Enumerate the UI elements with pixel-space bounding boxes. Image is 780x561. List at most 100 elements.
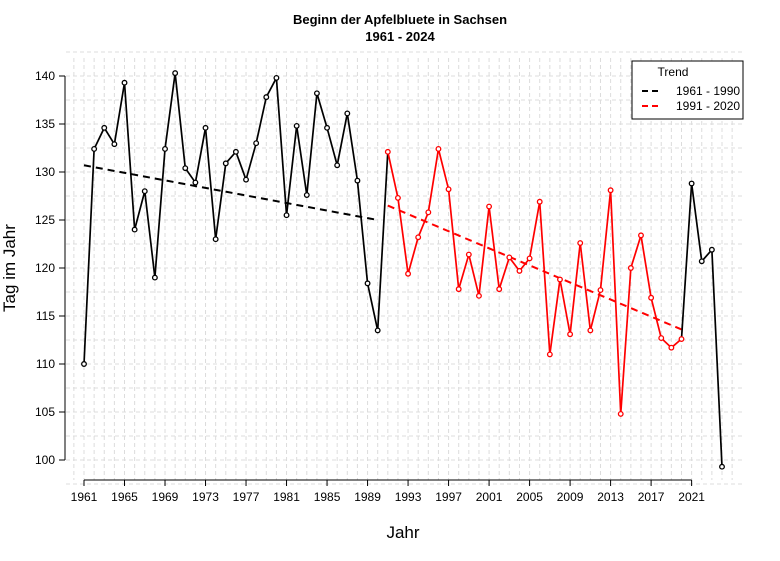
x-tick-label: 2017 (638, 490, 665, 504)
x-tick-label: 1969 (152, 490, 179, 504)
data-point (526, 255, 533, 262)
data-point (303, 192, 310, 198)
y-tick-label: 105 (35, 405, 55, 419)
series-segment (346, 113, 359, 181)
data-point (445, 186, 452, 193)
series (81, 70, 725, 470)
series-segment (569, 242, 582, 335)
series-segment (478, 206, 490, 296)
data-point (627, 265, 634, 271)
data-point (455, 286, 462, 293)
data-point (698, 258, 705, 265)
data-point (384, 148, 391, 155)
series-segment (316, 93, 328, 129)
series-segment (356, 180, 369, 284)
x-axis-label: Jahr (386, 523, 419, 542)
series-segment (174, 73, 187, 169)
series-segment (143, 191, 156, 278)
series-segment (113, 82, 126, 145)
data-point (283, 212, 290, 219)
data-point (405, 270, 412, 277)
trend-line (83, 164, 378, 221)
series-segment (538, 201, 551, 355)
chart-subtitle: 1961 - 2024 (365, 29, 435, 44)
series-segment (640, 235, 652, 298)
data-point (577, 240, 584, 246)
x-tick-label: 1981 (273, 490, 300, 504)
data-point (263, 94, 270, 101)
data-point (597, 287, 604, 294)
data-point (617, 410, 624, 417)
series-segment (275, 77, 288, 216)
data-point (324, 124, 330, 131)
series-segment (488, 206, 501, 290)
data-point (344, 110, 351, 117)
series-segment (397, 197, 409, 274)
y-tick-label: 115 (36, 309, 55, 323)
grid (66, 51, 742, 485)
data-point (476, 292, 482, 299)
data-point (313, 90, 320, 97)
y-tick-label: 135 (35, 117, 55, 131)
data-point (567, 331, 574, 338)
x-tick-label: 2005 (516, 490, 543, 504)
y-tick-label: 120 (35, 261, 55, 275)
series-segment (589, 289, 602, 331)
data-point (587, 327, 594, 334)
series-segment (245, 142, 257, 180)
data-point (192, 179, 199, 186)
series-segment (285, 125, 298, 216)
trend-line (387, 204, 682, 331)
data-point (536, 198, 543, 205)
data-point (141, 188, 148, 195)
legend-box (631, 60, 744, 120)
series-segment (386, 151, 399, 199)
data-point (415, 234, 422, 241)
series-segment (467, 254, 480, 297)
data-point (435, 146, 442, 152)
data-point (101, 124, 108, 131)
series-segment (235, 151, 247, 180)
x-tick-label: 1989 (354, 490, 381, 504)
data-point (222, 160, 229, 167)
series-segment (194, 127, 207, 183)
x-tick-label: 1997 (435, 490, 462, 504)
data-point (354, 177, 361, 184)
data-point (546, 351, 553, 358)
series-segment (528, 201, 541, 259)
chart-title: Beginn der Apfelbluete in Sachsen (293, 12, 507, 27)
data-point (607, 187, 614, 194)
series-segment (123, 82, 136, 230)
data-point (111, 141, 118, 148)
series-segment (265, 77, 278, 98)
data-point (668, 344, 675, 351)
series-segment (295, 125, 308, 196)
series-segment (417, 212, 430, 238)
series-segment (93, 127, 106, 150)
series-segment (336, 113, 349, 166)
legend-title: Trend (658, 65, 689, 79)
data-point (212, 236, 219, 243)
series-segment (103, 127, 116, 145)
series-segment (630, 235, 642, 269)
data-point (465, 251, 472, 258)
trend-lines (83, 164, 682, 331)
data-point (486, 203, 493, 210)
y-tick-label: 125 (35, 213, 55, 227)
data-point (91, 146, 98, 152)
series-segment (447, 189, 460, 290)
legend-label-1961-1990: 1961 - 1990 (676, 84, 740, 98)
y-tick-label: 130 (35, 165, 55, 179)
y-tick-label: 100 (35, 453, 55, 467)
x-tick-label: 1993 (395, 490, 422, 504)
data-point (243, 176, 249, 183)
y-tick-label: 140 (35, 69, 55, 83)
series-segment (427, 148, 440, 213)
y-axis-label: Tag im Jahr (0, 224, 19, 312)
series-segment (711, 249, 723, 467)
y-tick-label: 110 (36, 357, 55, 371)
data-point (658, 335, 665, 342)
series-segment (326, 127, 338, 166)
series-segment (599, 190, 612, 291)
